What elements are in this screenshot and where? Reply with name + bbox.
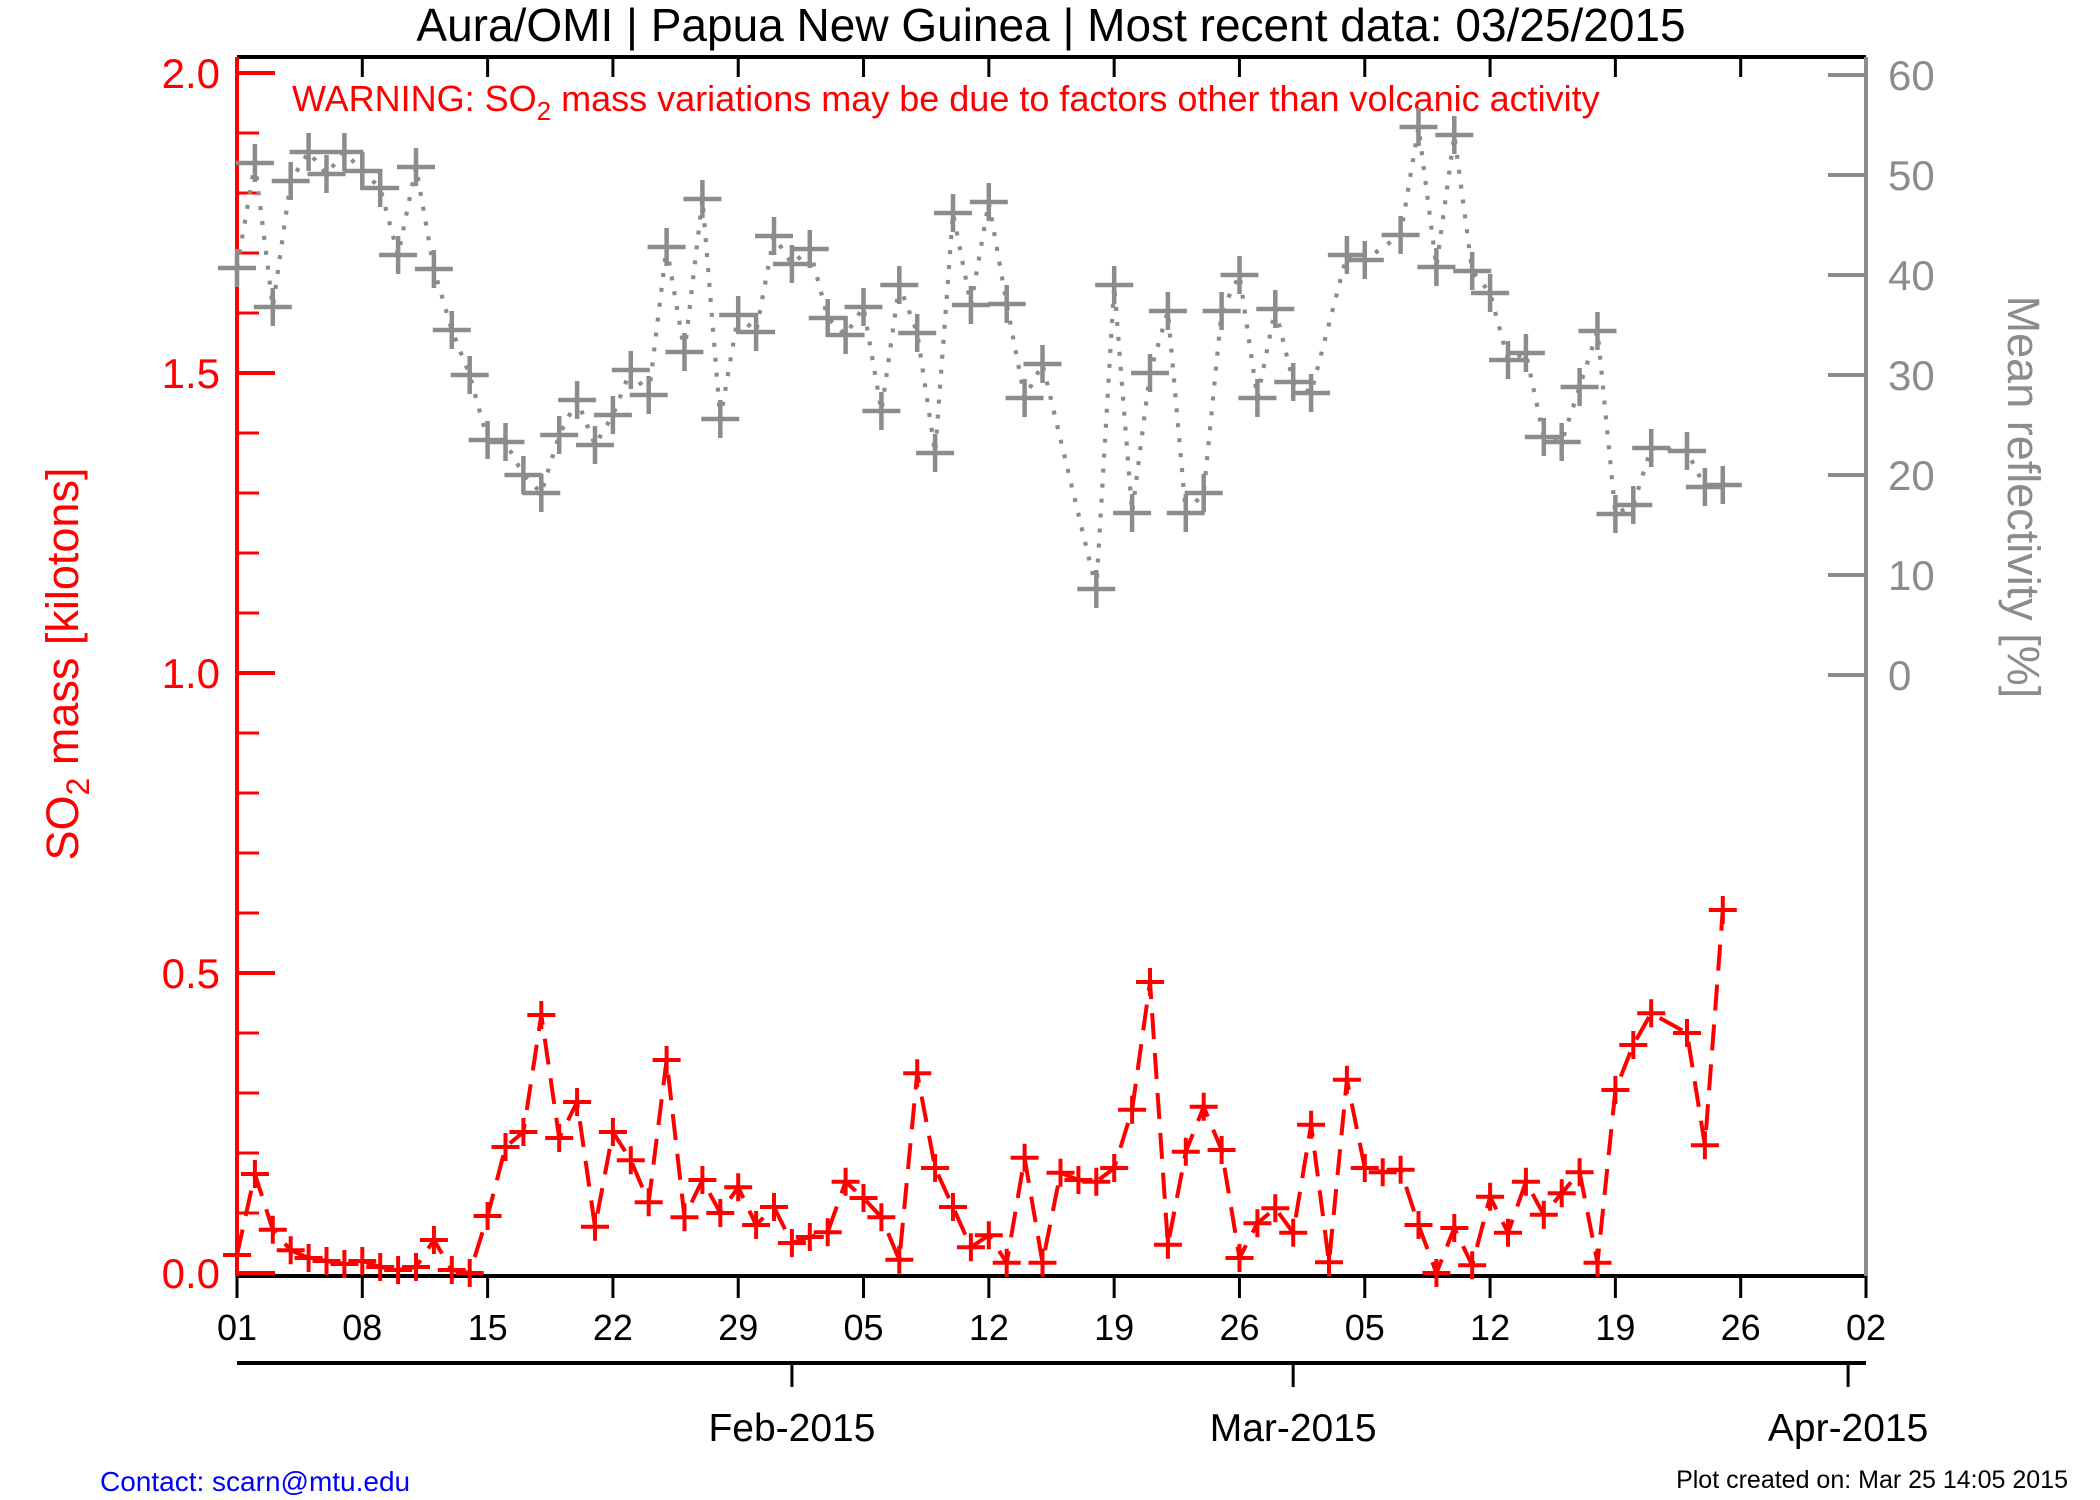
reflectivity-axis-title: Mean reflectivity [%] (1998, 296, 2049, 699)
right-axis-tick-label: 40 (1888, 252, 1935, 299)
reflectivity-series-markers (218, 108, 1742, 608)
left-axis-tick-label: 0.5 (162, 950, 220, 997)
left-axis-tick-label: 2.0 (162, 50, 220, 97)
month-tick-label: Feb-2015 (708, 1407, 875, 1450)
date-tick-label: 12 (969, 1307, 1009, 1348)
month-tick-label: Apr-2015 (1768, 1407, 1928, 1450)
date-tick-label: 19 (1595, 1307, 1635, 1348)
warning-text-prefix: WARNING: SO (292, 78, 537, 119)
right-axis-tick-label: 20 (1888, 452, 1935, 499)
date-tick-label: 26 (1721, 1307, 1761, 1348)
date-tick-label: 05 (1345, 1307, 1385, 1348)
right-axis-tick-label: 50 (1888, 152, 1935, 199)
right-axis-tick-label: 30 (1888, 352, 1935, 399)
date-tick-label: 29 (718, 1307, 758, 1348)
date-tick-label: 15 (468, 1307, 508, 1348)
warning-text-suffix: mass variations may be due to factors ot… (551, 78, 1599, 119)
date-tick-label: 05 (844, 1307, 884, 1348)
contact-email-link[interactable]: Contact: scarn@mtu.edu (100, 1466, 410, 1497)
created-timestamp: Plot created on: Mar 25 14:05 2015 (1676, 1466, 2068, 1494)
left-axis-tick-label: 1.0 (162, 650, 220, 697)
so2-axis-title-suffix: mass [kilotons] (37, 468, 88, 778)
so2-series-markers (223, 896, 1737, 1287)
date-tick-label: 08 (342, 1307, 382, 1348)
so2-axis-title-subscript: 2 (60, 778, 96, 796)
chart-title: Aura/OMI | Papua New Guinea | Most recen… (416, 0, 1685, 51)
right-axis-tick-label: 60 (1888, 52, 1935, 99)
left-axis-tick-label: 1.5 (162, 350, 220, 397)
month-tick-label: Mar-2015 (1210, 1407, 1377, 1450)
warning-text: WARNING: SO2 mass variations may be due … (292, 78, 1600, 126)
right-axis-tick-label: 10 (1888, 552, 1935, 599)
left-axis-tick-label: 0.0 (162, 1250, 220, 1297)
warning-text-subscript: 2 (537, 96, 551, 126)
date-tick-label: 01 (217, 1307, 257, 1348)
so2-series-line (235, 909, 1725, 1279)
date-tick-label: 19 (1094, 1307, 1134, 1348)
so2-axis-title-prefix: SO (37, 795, 88, 860)
date-tick-label: 26 (1219, 1307, 1259, 1348)
date-tick-label: 12 (1470, 1307, 1510, 1348)
date-tick-label: 22 (593, 1307, 633, 1348)
so2-axis-title: SO2 mass [kilotons] (37, 468, 96, 861)
right-axis-tick-label: 0 (1888, 652, 1911, 699)
date-tick-label: 02 (1846, 1307, 1886, 1348)
